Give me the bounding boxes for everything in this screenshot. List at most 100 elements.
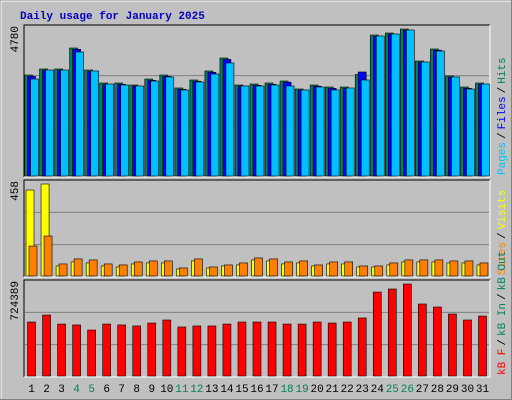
legend-entry: kB Out <box>497 251 509 291</box>
bar <box>254 257 263 277</box>
x-tick-label: 11 <box>175 384 189 396</box>
x-tick-label: 21 <box>326 384 340 396</box>
bar <box>330 89 340 177</box>
bar <box>345 87 355 177</box>
bar <box>267 321 277 377</box>
x-tick-label: 1 <box>28 384 35 396</box>
x-tick-label: 25 <box>386 384 399 396</box>
bar <box>179 267 188 277</box>
bar <box>57 323 66 377</box>
x-tick-label: 27 <box>416 384 429 396</box>
bar <box>255 85 265 177</box>
bar <box>421 61 430 177</box>
x-tick-label: 22 <box>341 384 354 396</box>
legend-entry: Hits <box>497 57 509 83</box>
legend-separator: / <box>497 293 509 300</box>
x-tick-label: 5 <box>88 384 95 396</box>
bar <box>433 306 442 377</box>
bar <box>285 85 295 177</box>
frame <box>24 180 491 278</box>
legend-entry: Visits <box>497 190 509 230</box>
bar <box>224 264 233 277</box>
legend-entry: Files <box>497 96 509 129</box>
bar <box>466 88 475 177</box>
bar <box>120 84 130 177</box>
bar <box>448 313 457 377</box>
bar <box>105 83 114 177</box>
x-tick-label: 3 <box>58 384 65 396</box>
bar <box>357 317 367 377</box>
legend: Pages / Files / Hits <box>497 57 509 175</box>
bar <box>478 315 487 377</box>
chart-title: Daily usage for January 2025 <box>20 11 205 23</box>
bar <box>150 80 160 177</box>
bar <box>406 29 415 177</box>
x-tick-label: 31 <box>476 384 490 396</box>
bar <box>148 260 158 277</box>
bar <box>103 263 113 277</box>
bar <box>164 260 173 277</box>
x-tick-label: 29 <box>446 384 459 396</box>
bar <box>240 85 250 177</box>
bar <box>451 76 460 177</box>
x-tick-label: 13 <box>205 384 218 396</box>
bar <box>118 264 128 277</box>
bar <box>404 259 414 277</box>
x-tick-label: 15 <box>235 384 248 396</box>
bar <box>102 323 111 377</box>
bar <box>270 84 280 177</box>
x-tick-label: 8 <box>133 384 140 396</box>
bar <box>374 265 384 277</box>
x-tick-label: 7 <box>118 384 125 396</box>
bar <box>162 319 172 377</box>
bar <box>372 291 382 377</box>
x-tick-label: 6 <box>103 384 110 396</box>
bar <box>464 260 474 277</box>
bar <box>342 321 352 377</box>
bar <box>117 324 127 377</box>
bar <box>90 70 99 177</box>
bar <box>299 260 308 277</box>
bar <box>463 319 472 377</box>
bar <box>314 264 323 277</box>
bar <box>359 265 369 277</box>
legend-separator: / <box>497 87 509 94</box>
bar <box>436 50 445 177</box>
x-tick-label: 26 <box>401 384 414 396</box>
bar <box>297 323 307 377</box>
x-tick-label: 2 <box>43 384 50 396</box>
legend: Sites / Visits <box>497 190 509 275</box>
frame <box>23 279 490 377</box>
legend-entry: kB F <box>497 349 509 375</box>
bar <box>28 245 38 277</box>
bar <box>132 325 142 377</box>
bar <box>449 260 459 277</box>
x-tick-label: 14 <box>220 384 234 396</box>
bar <box>194 258 203 277</box>
bar <box>390 33 400 177</box>
bar <box>42 314 51 377</box>
legend: kB F / kB In / kB Out <box>497 251 509 375</box>
x-tick-label: 12 <box>190 384 203 396</box>
bar <box>43 235 53 277</box>
bar <box>88 259 98 277</box>
bar <box>375 35 385 177</box>
bar <box>479 262 489 277</box>
bar <box>87 329 96 377</box>
x-tick-label: 24 <box>371 384 385 396</box>
bar <box>312 321 322 377</box>
bar <box>209 266 218 277</box>
bar <box>180 89 190 177</box>
bar <box>282 323 292 377</box>
bar <box>418 303 427 377</box>
legend-separator: / <box>497 232 509 239</box>
bar <box>192 325 202 377</box>
bar <box>344 261 353 277</box>
bar <box>284 261 293 277</box>
bar <box>419 259 429 277</box>
bar <box>133 261 143 277</box>
bar <box>403 283 412 377</box>
bar <box>58 263 68 277</box>
